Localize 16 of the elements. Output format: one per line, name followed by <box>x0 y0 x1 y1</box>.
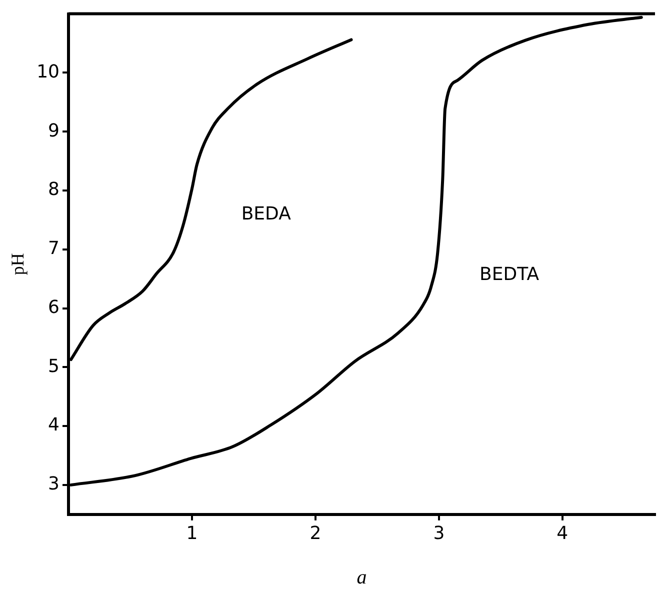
x-tick-label: 1 <box>186 522 198 544</box>
y-axis-title: pH <box>8 253 28 276</box>
y-tick-label: 6 <box>48 296 60 318</box>
y-tick-label: 4 <box>48 414 60 436</box>
y-tick-label: 3 <box>48 474 60 495</box>
y-tick-label: 7 <box>48 238 60 260</box>
x-tick-label: 2 <box>310 522 322 544</box>
text: BEDTA <box>480 264 540 285</box>
x-axis-title: a <box>356 566 367 588</box>
y-tick-label: 5 <box>48 356 60 377</box>
x-tick-label: 3 <box>433 522 445 544</box>
y-tick-label: 10 <box>36 61 60 82</box>
y-tick-label: 9 <box>48 120 60 142</box>
y-tick-label: 8 <box>48 179 60 200</box>
text: BEDA <box>241 203 292 224</box>
x-tick-label: 4 <box>556 522 568 544</box>
